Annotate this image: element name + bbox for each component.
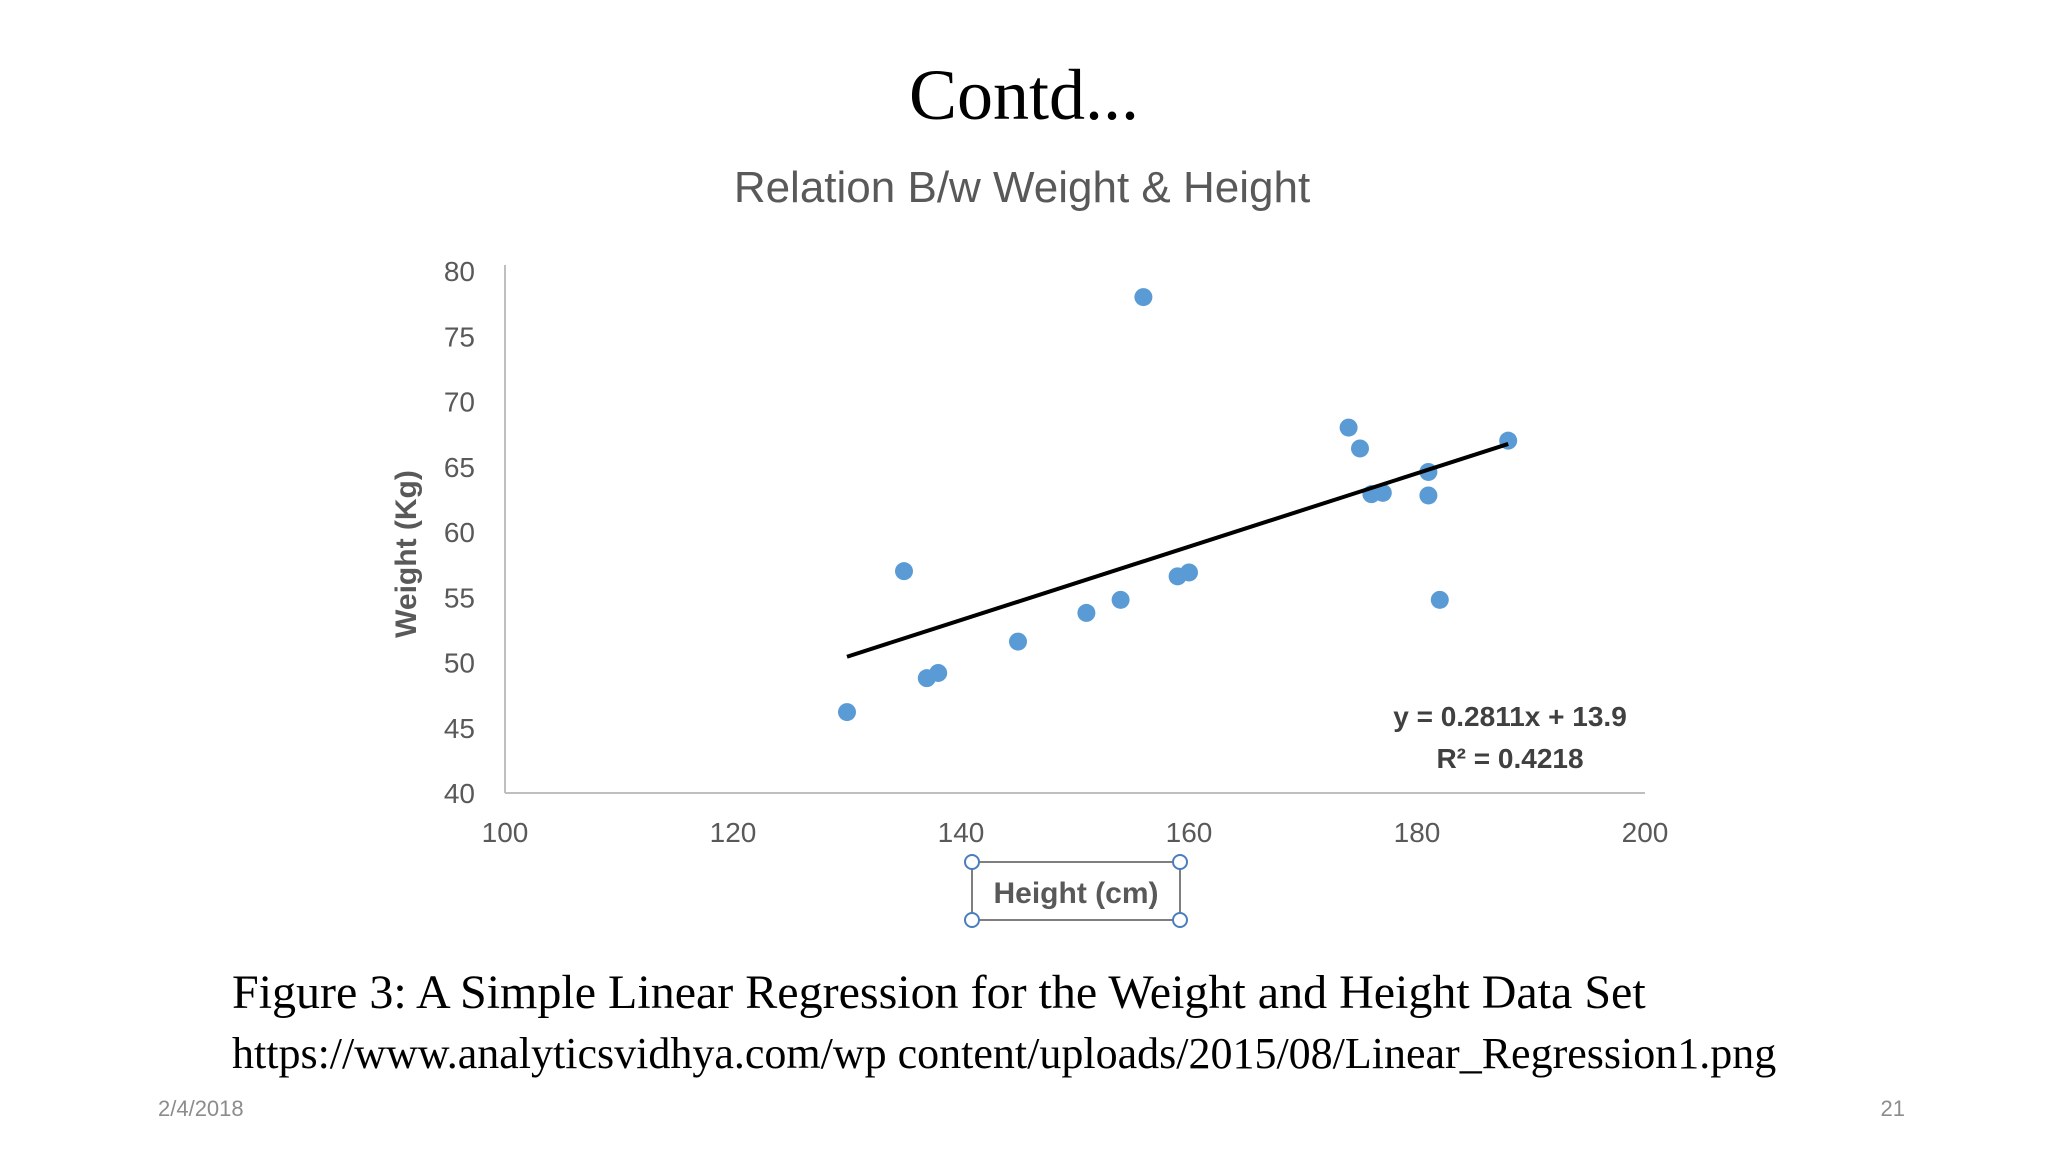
- data-point: [1339, 418, 1358, 437]
- scatter-chart: Relation B/w Weight & Height 40 45 50 55 60 6…: [390, 163, 1669, 928]
- y-tick-label: 60: [444, 517, 475, 548]
- selection-handle-bottom-left[interactable]: [964, 912, 980, 928]
- data-point: [1373, 483, 1392, 502]
- data-point: [1111, 590, 1130, 609]
- selection-handle-bottom-right[interactable]: [1172, 912, 1188, 928]
- data-point: [1180, 563, 1198, 582]
- trendline-group: [846, 442, 1509, 659]
- data-point: [1009, 632, 1027, 651]
- y-axis-label: Weight (Kg): [390, 470, 423, 638]
- x-tick-label: 100: [482, 817, 529, 848]
- y-tick-label: 80: [444, 256, 475, 287]
- data-point: [1430, 590, 1449, 609]
- figure-caption: Figure 3: A Simple Linear Regression for…: [232, 966, 1646, 1019]
- chart-title: Relation B/w Weight & Height: [734, 163, 1310, 212]
- data-point: [1351, 439, 1369, 458]
- trendline-equation: y = 0.2811x + 13.9: [1393, 701, 1627, 732]
- data-point: [1134, 288, 1153, 307]
- slide-title: Contd...: [908, 55, 1140, 135]
- data-point: [929, 663, 948, 682]
- page-number: 21: [1880, 1096, 1905, 1121]
- y-tick-label: 65: [444, 452, 475, 483]
- y-tick-label: 75: [444, 321, 475, 352]
- y-tick-labels: 40 45 50 55 60 65 70 75 80: [444, 256, 475, 809]
- y-tick-label: 70: [444, 387, 475, 418]
- data-point: [895, 562, 913, 581]
- x-tick-label: 160: [1166, 817, 1213, 848]
- y-tick-label: 50: [444, 648, 475, 679]
- x-axis-label-box[interactable]: Height (cm): [964, 854, 1188, 928]
- x-tick-label: 120: [710, 817, 757, 848]
- trendline-r-squared: R² = 0.4218: [1436, 743, 1583, 774]
- data-point: [1077, 603, 1096, 622]
- data-points: [838, 288, 1518, 722]
- data-point: [838, 703, 856, 722]
- y-tick-label: 40: [444, 778, 475, 809]
- chart-axes: [504, 265, 1645, 794]
- x-axis-label-frame: [971, 861, 1181, 921]
- x-tick-label: 180: [1394, 817, 1441, 848]
- source-link[interactable]: https://www.analyticsvidhya.com/wp conte…: [232, 1029, 1777, 1078]
- x-tick-label: 140: [938, 817, 985, 848]
- y-tick-label: 55: [444, 582, 475, 613]
- chart-frame: Relation B/w Weight & Height 40 45 50 55 60 6…: [342, 140, 1710, 940]
- selection-handle-top-left[interactable]: [964, 854, 980, 870]
- y-tick-label: 45: [444, 713, 475, 744]
- footer-date: 2/4/2018: [158, 1096, 244, 1121]
- trendline: [846, 442, 1509, 659]
- x-axis-label: Height (cm): [994, 877, 1159, 910]
- data-point: [1419, 486, 1438, 505]
- x-tick-label: 200: [1622, 817, 1669, 848]
- selection-handle-top-right[interactable]: [1172, 854, 1188, 870]
- x-tick-labels: 100 120 140 160 180 200: [482, 817, 1669, 848]
